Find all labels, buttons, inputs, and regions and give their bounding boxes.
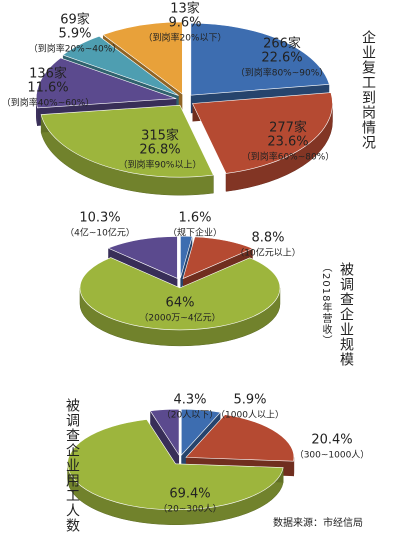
value-label: 8.8%	[251, 231, 284, 246]
chart-title: 企业复工到岗情况	[360, 29, 376, 150]
chart-subtitle: （2018年营收）	[320, 262, 332, 346]
pie-slice	[192, 92, 333, 192]
category-label: （300~1000人）	[295, 450, 370, 461]
slice-top	[190, 22, 330, 96]
value-label: 64%	[166, 296, 195, 311]
chart-title: 被调查企业用工人数	[64, 398, 80, 533]
slice-top	[107, 236, 178, 279]
slice-top	[192, 92, 333, 174]
value-label: 4.3%	[173, 393, 206, 408]
count-label: 315家	[141, 128, 179, 144]
slice-top	[182, 236, 254, 280]
count-label: 277家	[269, 120, 307, 136]
slice-top	[185, 414, 295, 462]
value-label: 26.8%	[139, 143, 180, 158]
category-label: （到岗率80%~90%）	[236, 67, 329, 79]
source-note: 数据来源：市经信局	[273, 516, 363, 529]
value-label: 69.4%	[169, 487, 210, 502]
category-label: （到岗率40%~60%）	[2, 97, 95, 109]
slice-top	[102, 21, 183, 95]
count-label: 69家	[60, 12, 90, 28]
category-label: （到岗率20%以下）	[143, 32, 226, 44]
pie-slice	[40, 104, 214, 196]
value-label: 5.9%	[58, 27, 91, 42]
pie-slice	[67, 419, 284, 526]
category-label: （到岗率90%以上）	[118, 159, 201, 171]
value-label: 23.6%	[267, 135, 308, 150]
category-label: （到岗率20%~40%）	[29, 43, 122, 55]
count-label: 13家	[170, 1, 200, 17]
value-label: 20.4%	[311, 433, 352, 448]
category-label: （到岗率60%~80%）	[242, 151, 335, 163]
slice-top	[79, 257, 281, 331]
slice-top	[62, 35, 179, 96]
slice-top	[180, 408, 222, 456]
category-label: （规下企业）	[168, 227, 222, 239]
slice-top	[180, 235, 193, 279]
value-label: 10.3%	[79, 211, 120, 226]
pie-slice	[149, 408, 180, 471]
slice-top	[149, 408, 180, 457]
value-label: 5.9%	[233, 393, 266, 408]
slice-top	[67, 419, 284, 511]
category-label: （4亿~10亿元）	[65, 227, 135, 239]
count-label: 136家	[29, 66, 67, 82]
slice-top	[40, 104, 214, 178]
slice-face	[150, 410, 180, 471]
count-label: 266家	[263, 36, 301, 52]
category-label: （20~300人）	[158, 504, 221, 515]
category-label: （2000万~4亿元）	[139, 312, 220, 324]
value-label: 11.6%	[27, 81, 68, 96]
pie-slice	[79, 257, 281, 347]
value-label: 22.6%	[261, 51, 302, 66]
slice-top	[35, 57, 177, 109]
value-label: 9.6%	[168, 16, 201, 31]
value-label: 1.6%	[178, 211, 211, 226]
category-label: （20人以下）	[162, 410, 218, 421]
category-label: （1000人以上）	[216, 410, 284, 421]
category-label: （10亿元以上）	[235, 247, 300, 259]
chart-title: 被调查企业规模	[338, 262, 354, 367]
